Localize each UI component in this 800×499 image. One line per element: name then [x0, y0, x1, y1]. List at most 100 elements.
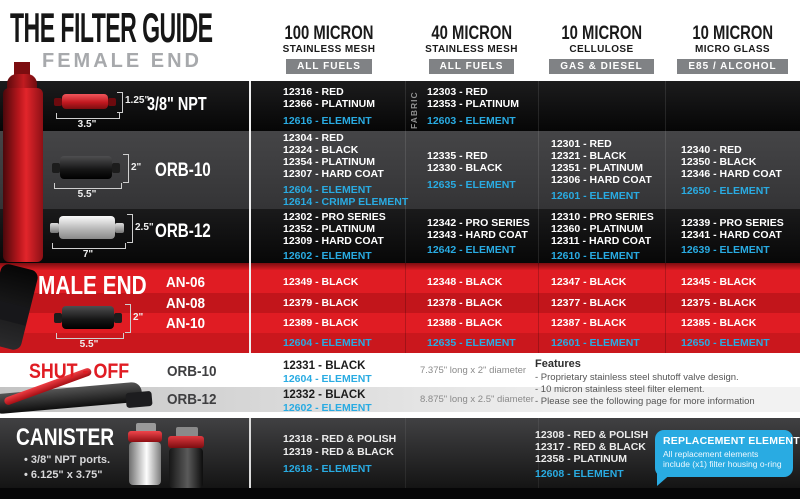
part-number: 12354 - PLATINUM	[283, 156, 375, 168]
part-number: 12351 - PLATINUM	[551, 162, 643, 174]
part-number: 12350 - BLACK	[681, 155, 757, 168]
part-number: 12388 - BLACK	[427, 317, 503, 329]
column-header-10-micron-cellulose: 10 MICRON CELLULOSE GAS & DIESEL	[538, 24, 665, 74]
cell-npt-100micron: 12316 - RED 12366 - PLATINUM 12616 - ELE…	[283, 81, 375, 131]
part-number: 12304 - RED	[283, 132, 344, 144]
column-divider	[665, 263, 666, 353]
filter-figure-orb10: 2" 5.5"	[52, 149, 148, 200]
dim-length-label: 7"	[82, 249, 94, 260]
cell-orb10-microglass: 12340 - RED 12350 - BLACK 12346 - HARD C…	[681, 131, 782, 209]
row-label-an06: AN-06	[166, 274, 206, 291]
female-row-orb12-band	[0, 209, 800, 263]
column-micron: 100 MICRON	[284, 23, 374, 44]
label-column-divider	[249, 81, 251, 263]
row-label-shutoff-orb12: ORB-12	[167, 391, 217, 408]
fuel-badge: ALL FUELS	[286, 59, 372, 74]
column-material: STAINLESS MESH	[282, 44, 376, 55]
part-number: 12339 - PRO SERIES	[681, 216, 784, 229]
part-number: 12318 - RED & POLISH	[283, 433, 397, 445]
male-row-an06-band	[0, 270, 800, 293]
male-row-an08-band	[0, 293, 800, 313]
part-number: 12347 - BLACK	[551, 276, 627, 288]
red-filter-photo	[14, 62, 30, 76]
feature-item: - Please see the following page for more…	[535, 396, 755, 407]
callout-title: REPLACEMENT ELEMENTS	[663, 435, 800, 447]
element-part-number: 12601 - ELEMENT	[551, 190, 640, 202]
part-number: 12340 - RED	[681, 143, 742, 156]
column-divider	[405, 418, 406, 488]
filter-figure-male: 2" 5.5"	[54, 299, 150, 350]
male-band-top-edge	[0, 263, 800, 270]
filter-figure-npt: 1.25" 3.5"	[54, 88, 149, 130]
section-title-canister: CANISTER	[16, 424, 115, 451]
dim-height-label: 2.5"	[135, 222, 154, 233]
label-column-divider	[249, 263, 251, 353]
callout-body: All replacement elements include (x1) fi…	[663, 449, 782, 469]
part-number: 12375 - BLACK	[681, 297, 757, 309]
red-filter-photo	[3, 88, 43, 262]
cell-orb10-cellulose: 12301 - RED 12321 - BLACK 12351 - PLATIN…	[551, 131, 652, 209]
row-label-an08: AN-08	[166, 295, 206, 312]
part-number: 12310 - PRO SERIES	[551, 210, 654, 223]
footer-strip	[0, 488, 800, 499]
part-number: 12349 - BLACK	[283, 276, 359, 288]
cell-orb12-100micron: 12302 - PRO SERIES 12352 - PLATINUM 1230…	[283, 209, 386, 263]
shutoff-valve-photo	[125, 390, 153, 409]
part-number: 12353 - PLATINUM	[427, 97, 519, 110]
dim-length-label: 5.5"	[79, 339, 99, 350]
part-number: 12345 - BLACK	[681, 276, 757, 288]
column-divider	[538, 418, 539, 488]
column-divider	[405, 81, 406, 263]
part-number: 12389 - BLACK	[283, 317, 359, 329]
section-label-female-end: FEMALE END	[42, 50, 202, 72]
part-number: 12378 - BLACK	[427, 297, 503, 309]
canister-photo-bracket	[176, 427, 198, 437]
element-part-number: 12616 - ELEMENT	[283, 114, 372, 127]
part-number: 12308 - RED & POLISH	[535, 429, 649, 441]
part-number: 12301 - RED	[551, 138, 612, 150]
part-number: 12317 - RED & BLACK	[535, 441, 646, 453]
column-material: CELLULOSE	[569, 44, 634, 55]
canister-photo-silver	[129, 442, 161, 485]
part-number: 12387 - BLACK	[551, 317, 627, 329]
element-part-number: 12604 - ELEMENT	[283, 373, 372, 385]
part-number: 12309 - HARD COAT	[283, 234, 384, 247]
part-number: 12303 - RED	[427, 85, 488, 98]
canister-photo-cap	[168, 436, 204, 448]
element-part-number: 12610 - ELEMENT	[551, 249, 640, 262]
element-part-number: 12635 - ELEMENT	[427, 337, 516, 349]
part-number: 12377 - BLACK	[551, 297, 627, 309]
page-title: THE FILTER GUIDE	[10, 4, 213, 51]
replacement-elements-callout: REPLACEMENT ELEMENTS All replacement ele…	[655, 430, 800, 477]
part-number: 12324 - BLACK	[283, 144, 359, 156]
fuel-badge: ALL FUELS	[428, 59, 515, 74]
column-divider	[538, 81, 539, 263]
column-micron: 10 MICRON	[561, 23, 642, 44]
dimensions-text: 8.875" long x 2.5" diameter	[420, 394, 534, 405]
dim-height-label: 2"	[131, 162, 142, 173]
dimensions-text: 7.375" long x 2" diameter	[420, 365, 527, 376]
part-number: 12321 - BLACK	[551, 150, 627, 162]
element-part-number: 12602 - ELEMENT	[283, 249, 372, 262]
element-part-number: 12642 - ELEMENT	[427, 243, 516, 256]
fabric-note: FABRIC	[409, 91, 419, 129]
column-header-10-micron-microglass: 10 MICRON MICRO GLASS E85 / ALCOHOL	[665, 24, 800, 74]
part-number: 12306 - HARD COAT	[551, 174, 652, 186]
dim-length-label: 3.5"	[77, 119, 97, 130]
row-label-orb12: ORB-12	[155, 221, 211, 242]
part-number: 12330 - BLACK	[427, 161, 503, 174]
fuel-badge: E85 / ALCOHOL	[677, 59, 788, 74]
part-number: 12332 - BLACK	[283, 389, 366, 401]
part-number: 12360 - PLATINUM	[551, 222, 643, 235]
element-part-number: 12635 - ELEMENT	[427, 178, 516, 191]
canister-bullet: • 3/8" NPT ports.	[24, 454, 111, 466]
filter-figure-orb12: 2.5" 7"	[50, 209, 154, 260]
row-label-an10: AN-10	[166, 315, 206, 332]
element-part-number: 12639 - ELEMENT	[681, 243, 770, 256]
element-part-number: 12608 - ELEMENT	[535, 468, 624, 480]
element-part-number: 12601 - ELEMENT	[551, 337, 640, 349]
section-title-male-end: MALE END	[38, 270, 147, 300]
part-number: 12331 - BLACK	[283, 360, 366, 372]
male-elements-band	[0, 333, 800, 353]
canister-photo-black	[169, 448, 203, 488]
